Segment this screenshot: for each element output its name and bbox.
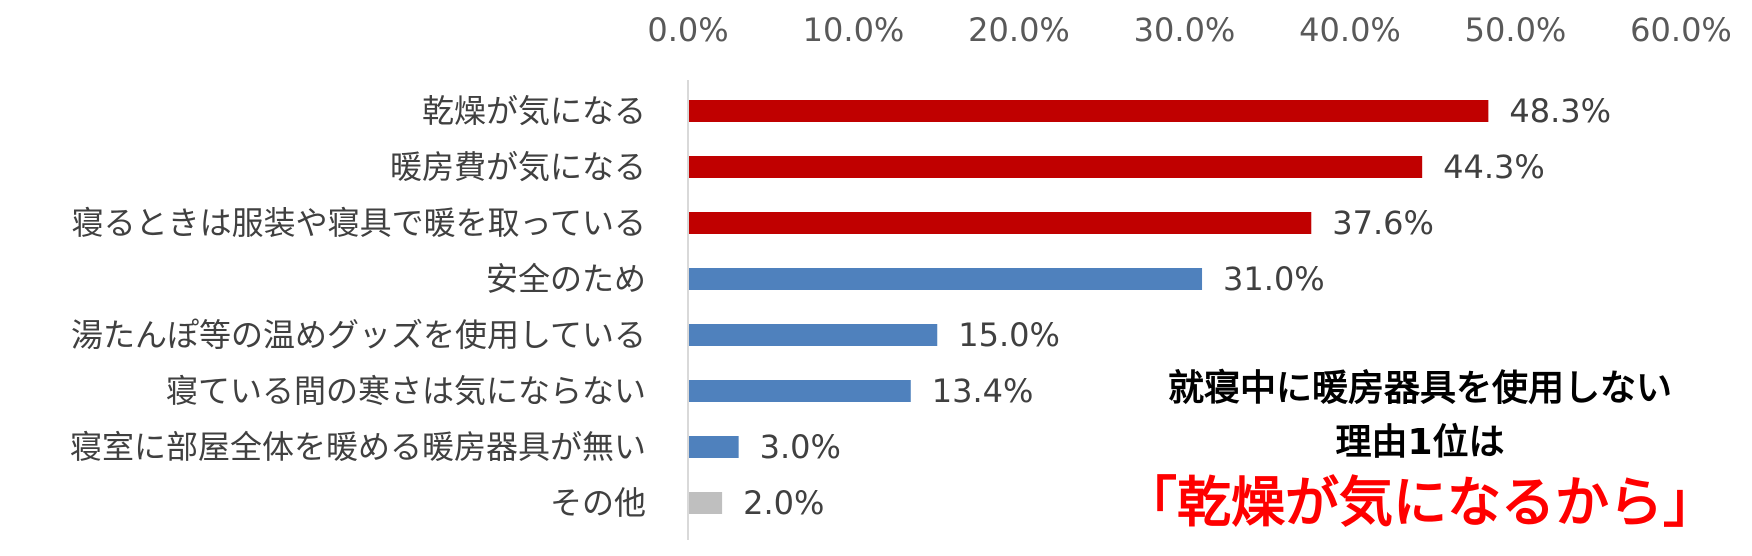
bar	[689, 324, 938, 346]
value-label: 2.0%	[743, 484, 824, 522]
value-labels: 48.3% 44.3%37.6%31.0% 15.0% 13.4% 3.0% 2.0%	[743, 92, 1611, 522]
x-tick-label: 30.0%	[1134, 11, 1236, 49]
bars	[689, 100, 1489, 514]
bar	[689, 212, 1312, 234]
x-tick-label: 50.0%	[1465, 11, 1567, 49]
bar	[689, 436, 739, 458]
bar	[689, 492, 723, 514]
category-labels: 乾燥が気になる暖房費が気になる寝るときは服装や寝具で暖を取っている安全のため湯た…	[70, 92, 646, 522]
callout-line-2: 理由1位は	[1335, 422, 1505, 463]
value-label: 31.0%	[1223, 260, 1325, 298]
x-axis-tick-labels: 0.0% 10.0% 20.0% 30.0% 40.0% 50.0% 60.0%	[647, 11, 1731, 49]
x-tick-label: 20.0%	[968, 11, 1070, 49]
bar	[689, 380, 911, 402]
category-label: その他	[550, 484, 646, 522]
x-tick-label: 10.0%	[803, 11, 905, 49]
x-tick-label: 40.0%	[1299, 11, 1401, 49]
value-label: 13.4%	[932, 372, 1034, 410]
bar	[689, 156, 1423, 178]
category-label: 暖房費が気になる	[390, 148, 646, 186]
callout-highlight: 「乾燥が気になるから」	[1123, 471, 1717, 534]
bar	[689, 268, 1203, 290]
callout-annotation: 就寝中に暖房器具を使用しない 理由1位は 「乾燥が気になるから」	[1100, 362, 1740, 536]
category-label: 寝るときは服装や寝具で暖を取っている	[72, 204, 646, 242]
value-label: 3.0%	[760, 428, 841, 466]
value-label: 48.3%	[1509, 92, 1611, 130]
bar	[689, 100, 1489, 122]
category-label: 湯たんぽ等の温めグッズを使用している	[71, 316, 646, 354]
callout-line-1: 就寝中に暖房器具を使用しない	[1167, 368, 1672, 409]
x-tick-label: 60.0%	[1630, 11, 1732, 49]
category-label: 乾燥が気になる	[422, 92, 646, 130]
category-label: 安全のため	[486, 260, 646, 298]
category-label: 寝ている間の寒さは気にならない	[166, 372, 646, 410]
category-label: 寝室に部屋全体を暖める暖房器具が無い	[70, 428, 646, 466]
value-label: 37.6%	[1332, 204, 1434, 242]
value-label: 44.3%	[1443, 148, 1545, 186]
x-tick-label: 0.0%	[647, 11, 728, 49]
value-label: 15.0%	[958, 316, 1060, 354]
